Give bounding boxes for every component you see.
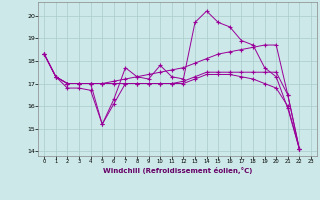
X-axis label: Windchill (Refroidissement éolien,°C): Windchill (Refroidissement éolien,°C) [103, 167, 252, 174]
